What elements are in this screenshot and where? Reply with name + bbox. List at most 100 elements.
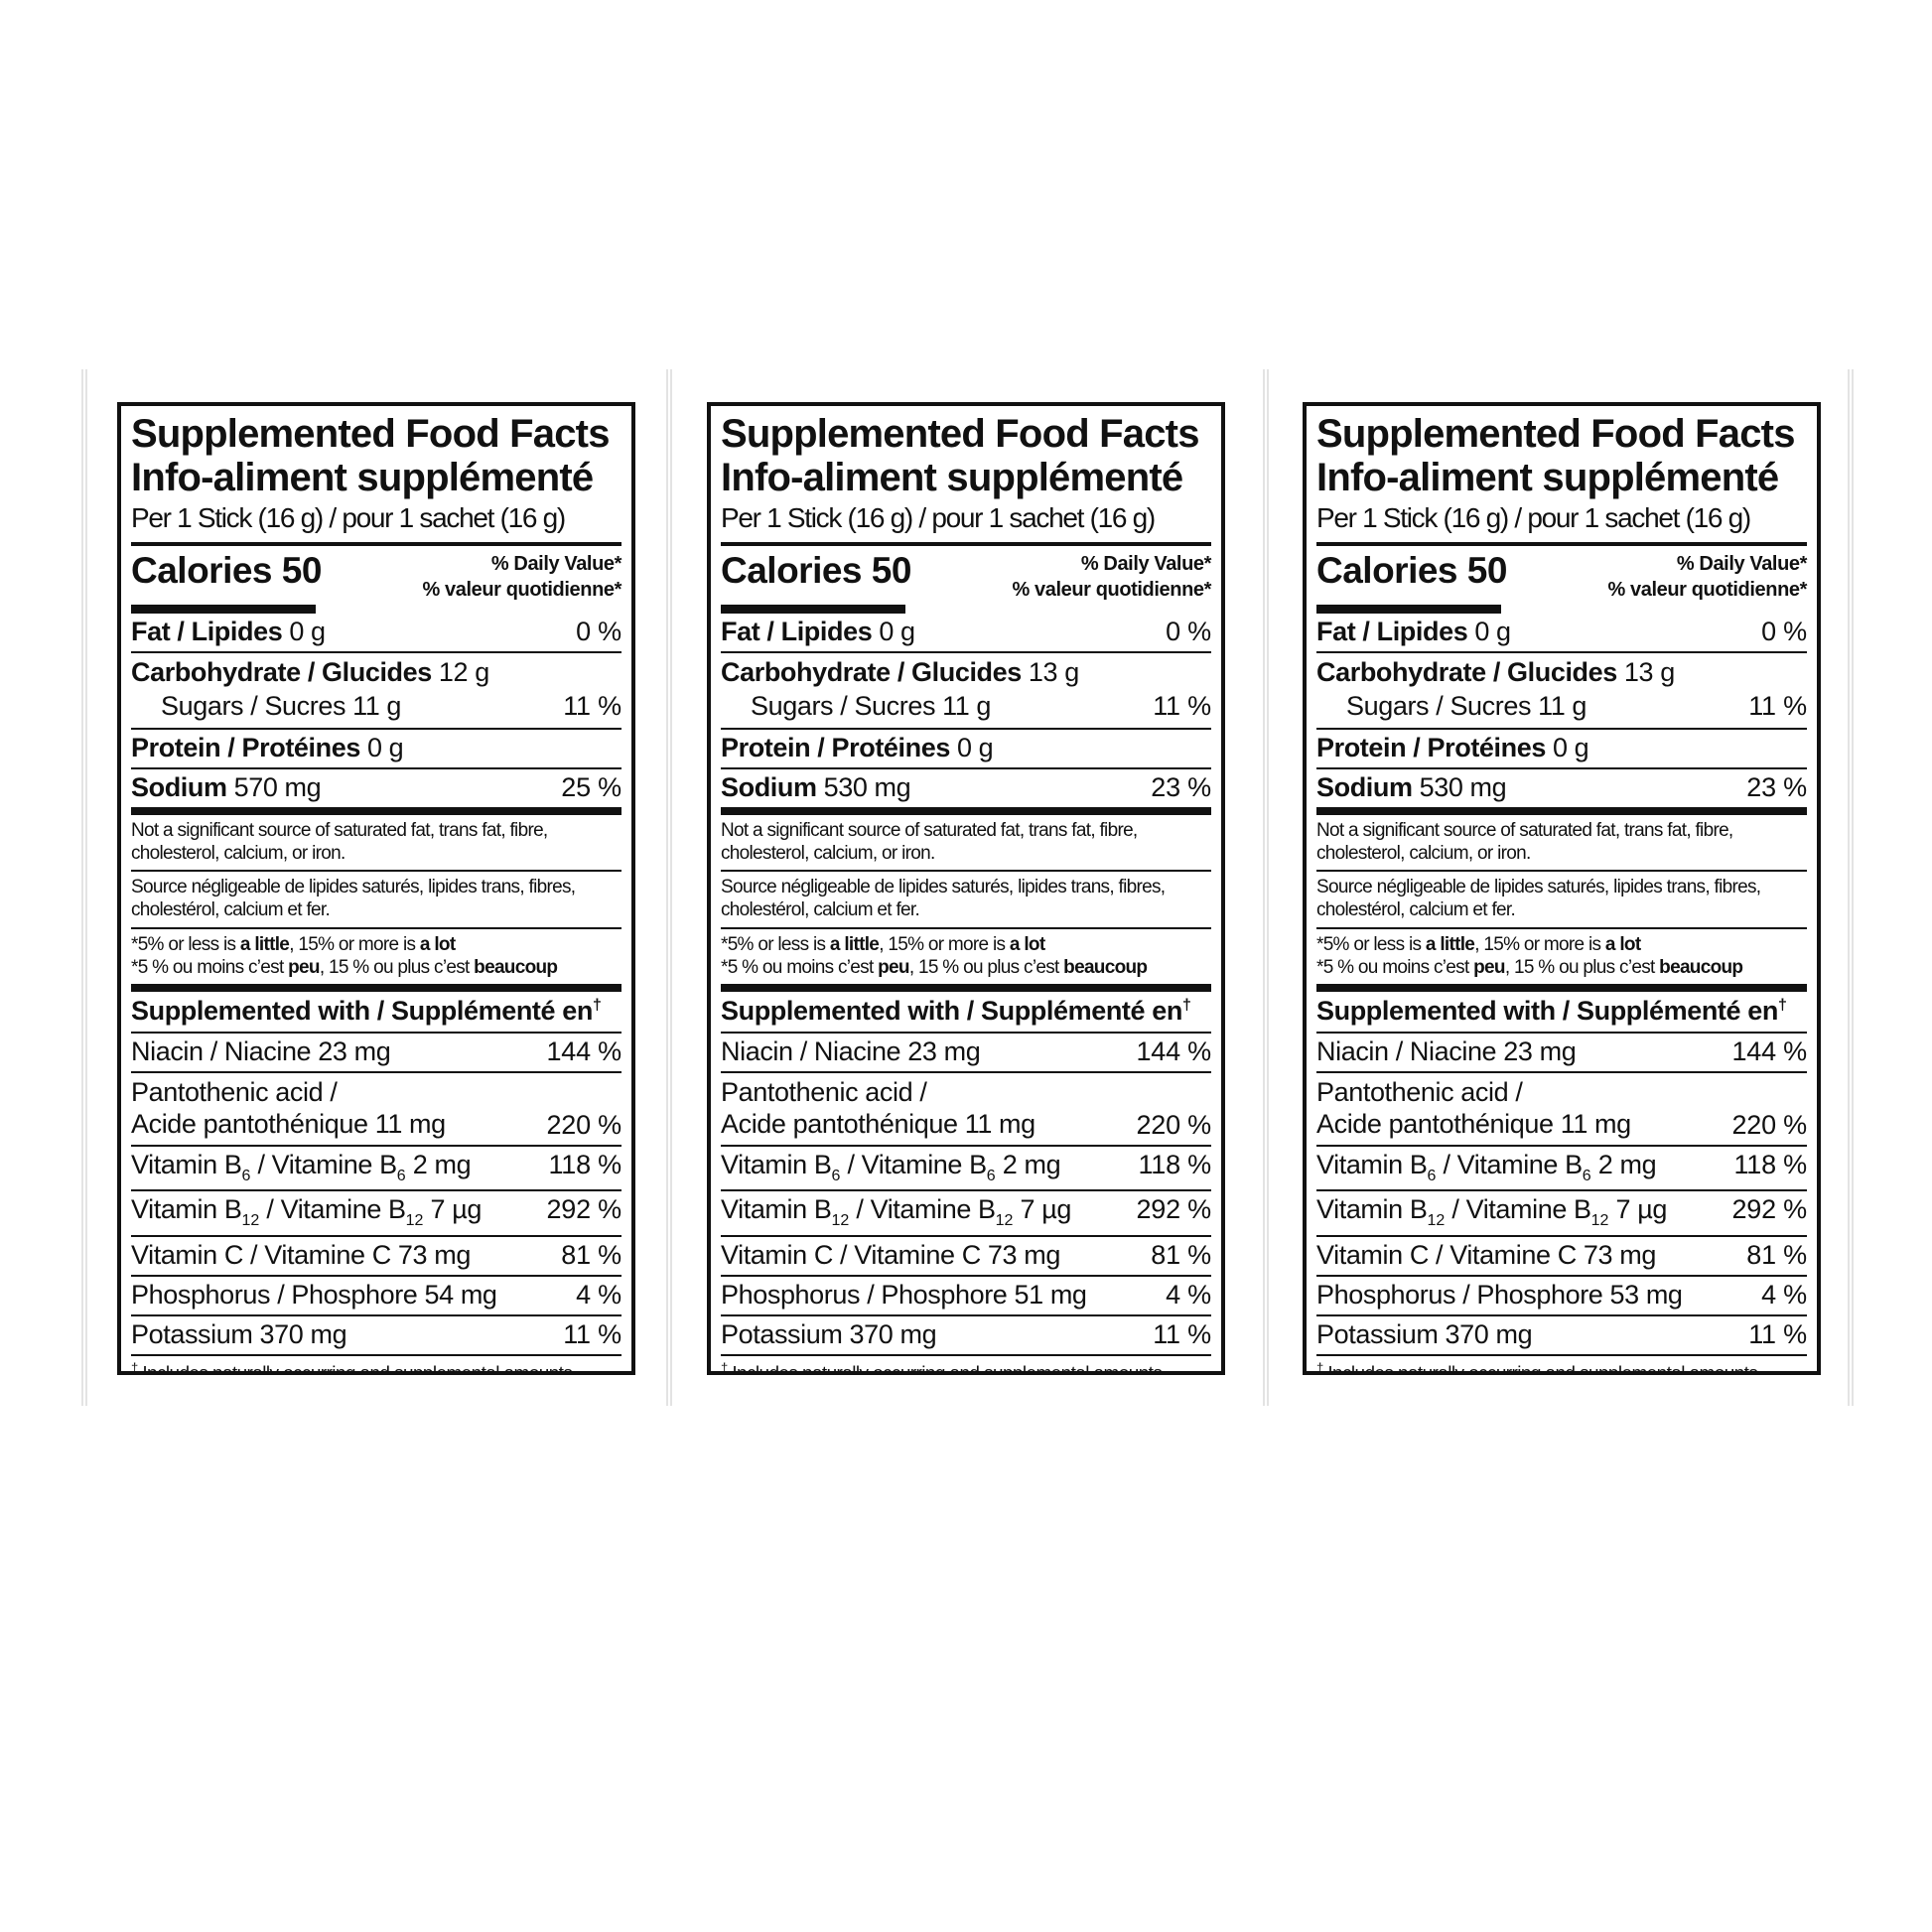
calories-word: Calories (721, 550, 863, 591)
dagger-footnotes: † Includes naturally occurring and suppl… (1316, 1353, 1807, 1375)
dv-header-en: % Daily Value* (1676, 553, 1808, 575)
niacin-label: Niacin / Niacine 23 mg (131, 1035, 391, 1066)
calories-underline (1316, 605, 1501, 615)
package-seam-line (1263, 369, 1269, 1406)
dagger-footnote-en: † Includes naturally occurring and suppl… (721, 1359, 1163, 1375)
nutrition-panel-3: Supplemented Food Facts Info-aliment supp… (1303, 402, 1821, 1375)
protein-label: Protein / Protéines (721, 732, 950, 762)
potassium-row: Potassium 370 mg 11 % (131, 1313, 621, 1354)
dv-header-fr: % valeur quotidienne* (1012, 578, 1211, 601)
sodium-label: Sodium (721, 771, 817, 802)
calories-word: Calories (1316, 550, 1458, 591)
potassium-label: Potassium 370 mg (131, 1318, 347, 1349)
nutrition-panel-2: Supplemented Food Facts Info-aliment supp… (707, 402, 1225, 1375)
nsf-note-en: Not a significant source of saturated fa… (131, 819, 548, 864)
title-en: Supplemented Food Facts (1316, 412, 1795, 456)
sodium-dv: 23 % (1746, 771, 1807, 802)
divider (721, 542, 1211, 546)
phosphorus-row: Phosphorus / Phosphore 51 mg 4 % (721, 1274, 1211, 1314)
section-divider (1316, 806, 1807, 815)
title-en: Supplemented Food Facts (721, 412, 1199, 456)
vitamin-b12-row: Vitamin B12 / Vitamine B12 7 µg 292 % (721, 1189, 1211, 1234)
carbohydrate-row: Carbohydrate / Glucides 13 g Sugars / Suc… (1316, 651, 1807, 728)
pantothenic-acid-row: Pantothenic acid / Acide pantothénique 11… (1316, 1070, 1807, 1145)
supplemented-with-header: Supplemented with / Supplémenté en† (131, 995, 602, 1026)
vitamin-b6-dv: 118 % (1138, 1149, 1211, 1179)
calories-value: 50 (1466, 550, 1508, 591)
fat-row: Fat / Lipides 0 g 0 % (1316, 614, 1807, 651)
sodium-row: Sodium 530 mg 23 % (1316, 766, 1807, 807)
dagger-footnote-en: † Includes naturally occurring and suppl… (131, 1359, 573, 1375)
title-fr: Info-aliment supplémenté (131, 456, 594, 499)
carb-value: 13 g (1028, 657, 1079, 688)
nsf-note-fr: Source négligeable de lipides saturés, l… (131, 870, 621, 926)
niacin-label: Niacin / Niacine 23 mg (1316, 1035, 1577, 1066)
niacin-row: Niacin / Niacine 23 mg 144 % (1316, 1031, 1807, 1071)
vitamin-b6-label: Vitamin B6 / Vitamine B6 2 mg (721, 1149, 1061, 1184)
sugars-dv: 11 % (1153, 690, 1211, 721)
dv-footnote: *5% or less is a little, 15% or more is … (1316, 926, 1807, 984)
vitamin-b6-row: Vitamin B6 / Vitamine B6 2 mg 118 % (721, 1144, 1211, 1189)
vitamin-c-label: Vitamin C / Vitamine C 73 mg (131, 1239, 471, 1270)
vitamin-c-dv: 81 % (561, 1239, 621, 1270)
potassium-label: Potassium 370 mg (721, 1318, 937, 1349)
supplemented-with-header: Supplemented with / Supplémenté en† (721, 995, 1191, 1026)
sugars-label: Sugars / Sucres (161, 690, 346, 721)
nsf-note-fr: Source négligeable de lipides saturés, l… (1316, 870, 1807, 926)
calories-row: Calories 50 % Daily Value* % valeur quoti… (1316, 550, 1807, 603)
nsf-note-en: Not a significant source of saturated fa… (1316, 819, 1733, 864)
potassium-row: Potassium 370 mg 11 % (1316, 1313, 1807, 1354)
fat-dv: 0 % (1166, 617, 1211, 647)
dv-footnote-fr: *5 % ou moins c’est peu, 15 % ou plus c’… (131, 956, 558, 978)
vitamin-b6-dv: 118 % (548, 1149, 621, 1179)
panel-title: Supplemented Food Facts Info-aliment supp… (1316, 412, 1807, 499)
potassium-dv: 11 % (563, 1318, 621, 1349)
sodium-dv: 23 % (1151, 771, 1211, 802)
dv-header-en: % Daily Value* (1080, 553, 1212, 575)
fat-row: Fat / Lipides 0 g 0 % (721, 614, 1211, 651)
sugars-label: Sugars / Sucres (751, 690, 936, 721)
sugars-row: Sugars / Sucres 11 g 11 % (131, 690, 621, 724)
sodium-value: 570 mg (233, 771, 322, 802)
protein-value: 0 g (956, 732, 994, 762)
panto-dv: 220 % (1136, 1109, 1211, 1140)
sodium-label: Sodium (1316, 771, 1413, 802)
niacin-dv: 144 % (1136, 1035, 1211, 1066)
fat-value: 0 g (879, 617, 915, 647)
niacin-dv: 144 % (1731, 1035, 1807, 1066)
dagger-mark: † (1181, 996, 1191, 1014)
panel-title: Supplemented Food Facts Info-aliment supp… (131, 412, 621, 499)
dv-footnote: *5% or less is a little, 15% or more is … (131, 926, 621, 984)
pantothenic-acid-row: Pantothenic acid / Acide pantothénique 11… (721, 1070, 1211, 1145)
panto-line1: Pantothenic acid / (721, 1076, 927, 1107)
vitamin-c-dv: 81 % (1746, 1239, 1807, 1270)
section-divider (721, 983, 1211, 992)
dv-footnote: *5% or less is a little, 15% or more is … (721, 926, 1211, 984)
title-en: Supplemented Food Facts (131, 412, 610, 456)
panto-line1: Pantothenic acid / (131, 1076, 338, 1107)
vitamin-c-row: Vitamin C / Vitamine C 73 mg 81 % (1316, 1234, 1807, 1275)
phosphorus-dv: 4 % (576, 1279, 621, 1310)
niacin-dv: 144 % (546, 1035, 621, 1066)
carb-label: Carbohydrate / Glucides (1316, 657, 1617, 688)
dagger-footnote-en: † Includes naturally occurring and suppl… (1316, 1359, 1758, 1375)
vitamin-b12-dv: 292 % (1731, 1194, 1807, 1225)
potassium-row: Potassium 370 mg 11 % (721, 1313, 1211, 1354)
niacin-row: Niacin / Niacine 23 mg 144 % (721, 1031, 1211, 1071)
sugars-row: Sugars / Sucres 11 g 11 % (721, 690, 1211, 724)
phosphorus-label: Phosphorus / Phosphore 54 mg (131, 1279, 497, 1310)
vitamin-b12-label: Vitamin B12 / Vitamine B12 7 µg (721, 1194, 1072, 1230)
carbohydrate-row: Carbohydrate / Glucides 13 g Sugars / Suc… (721, 651, 1211, 728)
niacin-row: Niacin / Niacine 23 mg 144 % (131, 1031, 621, 1071)
carb-value: 12 g (438, 657, 489, 688)
section-divider (721, 806, 1211, 815)
fat-label: Fat / Lipides (131, 617, 283, 647)
protein-row: Protein / Protéines 0 g (131, 727, 621, 767)
panto-line2: Acide pantothénique 11 mg (721, 1109, 1035, 1140)
vitamin-b6-label: Vitamin B6 / Vitamine B6 2 mg (1316, 1149, 1657, 1184)
sodium-dv: 25 % (561, 771, 621, 802)
sodium-value: 530 mg (823, 771, 911, 802)
fat-value: 0 g (1474, 617, 1511, 647)
dv-header-en: % Daily Value* (490, 553, 622, 575)
